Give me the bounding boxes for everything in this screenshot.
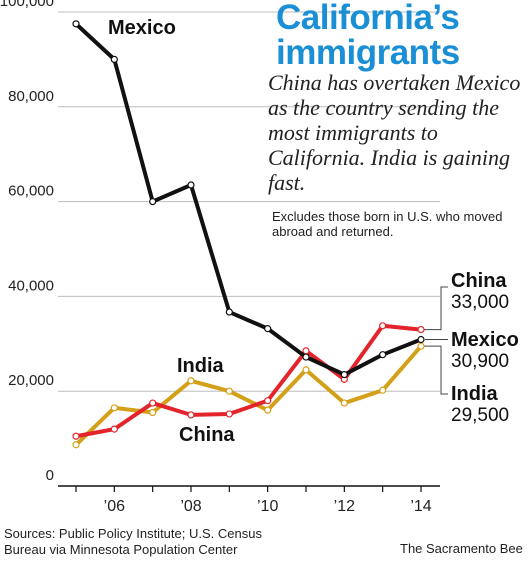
y-tick-label: 0	[46, 467, 54, 484]
data-point-mexico	[149, 198, 157, 206]
end-label-mexico-value: 30,900	[451, 351, 510, 372]
data-point-india	[110, 404, 118, 412]
end-label-leaders	[421, 286, 448, 395]
data-point-china	[417, 325, 425, 334]
data-point-mexico	[110, 55, 118, 64]
y-axis-ticks: 0 20,000 40,000 60,000 80,000 100,000	[0, 0, 54, 484]
chart-title: California’s immigrants	[276, 0, 460, 70]
x-tick-label: ’12	[334, 498, 355, 515]
leader-line-india	[423, 345, 448, 395]
end-label-china-name: China	[451, 270, 507, 292]
x-tick-label: ’14	[410, 498, 431, 515]
data-point-mexico	[340, 371, 348, 379]
inline-series-labels: Mexico India China	[108, 17, 235, 446]
x-tick-label: ’10	[257, 498, 278, 515]
data-point-china	[72, 432, 80, 440]
end-label-china: China 33,000	[451, 270, 509, 313]
end-label-india-name: India	[451, 383, 498, 405]
series-line-india	[74, 344, 423, 447]
data-point-india	[264, 406, 272, 414]
data-point-china	[264, 397, 272, 405]
data-point-mexico	[379, 351, 387, 359]
sources-note: Sources: Public Policy Institute; U.S. C…	[4, 526, 262, 557]
data-point-india	[302, 366, 310, 374]
y-tick-label: 80,000	[8, 88, 54, 105]
data-point-mexico	[187, 181, 195, 189]
x-axis: ’06 ’08 ’10 ’12 ’14	[58, 485, 440, 515]
data-point-india	[72, 441, 80, 449]
data-point-china	[149, 399, 157, 407]
data-point-mexico	[302, 353, 310, 361]
data-point-india	[225, 387, 233, 395]
series-line-china	[74, 323, 423, 439]
data-point-china	[302, 347, 310, 355]
chart-subtitle: China has overtaken Mexico as the countr…	[268, 70, 521, 195]
end-label-india: India 29,500	[451, 383, 509, 426]
data-point-china	[379, 322, 387, 330]
y-tick-label: 100,000	[0, 0, 54, 10]
title-line-2: immigrants	[276, 33, 460, 72]
data-point-mexico	[417, 335, 425, 344]
data-point-china	[187, 411, 195, 419]
x-tick-label: ’08	[180, 498, 201, 515]
data-point-china	[225, 410, 233, 418]
series-line-mexico	[74, 21, 423, 377]
data-point-india	[149, 408, 157, 417]
leader-line-china	[421, 286, 448, 331]
x-tick-label: ’06	[104, 498, 125, 515]
data-point-india	[417, 342, 425, 350]
inline-label-china: China	[179, 424, 235, 446]
chart-note: Excludes those born in U.S. who moved ab…	[272, 209, 503, 239]
y-tick-label: 40,000	[8, 277, 54, 294]
data-point-mexico	[72, 20, 80, 28]
series-lines	[72, 20, 425, 449]
data-point-india	[340, 399, 348, 407]
end-label-mexico-name: Mexico	[451, 329, 519, 351]
data-point-china	[110, 425, 118, 433]
data-point-india	[379, 386, 387, 394]
data-point-mexico	[225, 308, 233, 316]
y-tick-label: 20,000	[8, 372, 54, 389]
data-point-india	[187, 377, 195, 385]
title-line-1: California’s	[276, 0, 460, 37]
y-tick-label: 60,000	[8, 183, 54, 200]
end-label-india-value: 29,500	[451, 405, 510, 426]
end-label-china-value: 33,000	[451, 292, 510, 313]
inline-label-india: India	[177, 355, 225, 377]
end-label-mexico: Mexico 30,900	[451, 329, 519, 372]
data-point-mexico	[264, 325, 272, 333]
inline-label-mexico: Mexico	[108, 17, 176, 39]
publisher-credit: The Sacramento Bee	[400, 541, 523, 556]
